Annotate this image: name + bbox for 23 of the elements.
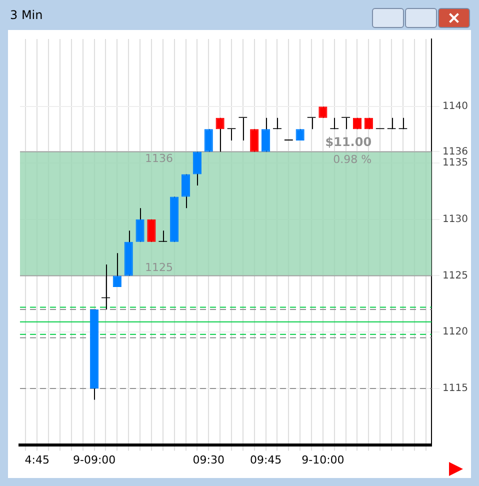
x-tick-label: 4:45 — [24, 453, 50, 466]
x-tick-label: 9-09:00 — [72, 453, 116, 466]
y-tick-label: 1135 — [442, 158, 468, 169]
annotation: 1125 — [145, 261, 173, 274]
y-tick-label: 1130 — [442, 214, 468, 225]
candlestick — [181, 174, 190, 209]
chart-title: 3 Min — [10, 8, 43, 22]
x-tick-label: 09:30 — [192, 453, 224, 466]
candlestick — [112, 252, 122, 288]
y-tick-label: 1125 — [442, 270, 468, 282]
annotation: 1136 — [145, 152, 173, 166]
x-tick-label: 09:45 — [250, 453, 282, 466]
y-tick-label: 1140 — [442, 101, 468, 112]
candlestick — [262, 117, 270, 152]
y-tick-label: 1136 — [442, 146, 468, 158]
y-tick-label: 1115 — [442, 383, 468, 394]
candlestick — [216, 117, 224, 152]
annotation: $11.00 — [325, 134, 372, 149]
annotation: 0.98 % — [333, 153, 372, 166]
candlestick — [136, 208, 144, 242]
candlestick — [192, 151, 202, 186]
x-tick-label: 9-10:00 — [302, 453, 344, 466]
y-tick-label: 1120 — [442, 326, 468, 338]
